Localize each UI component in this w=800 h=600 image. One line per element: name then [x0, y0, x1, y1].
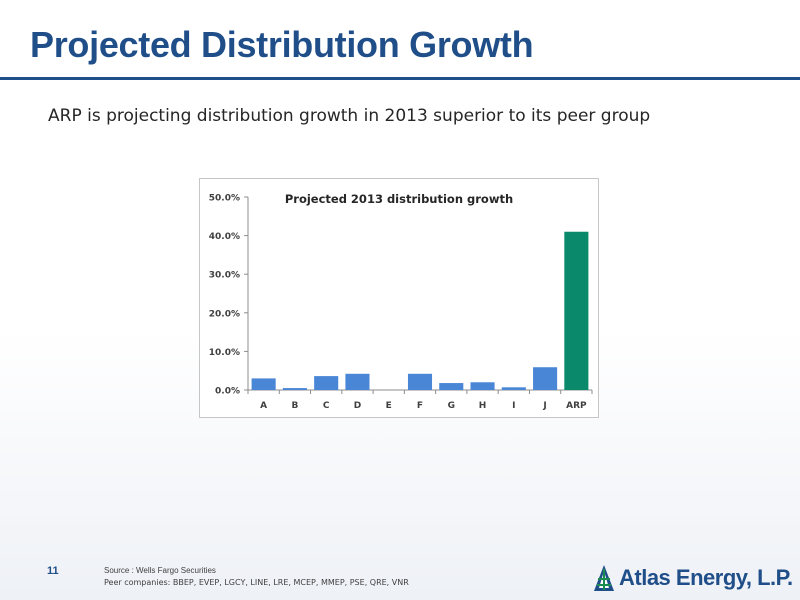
x-tick-label: ARP [566, 401, 587, 411]
y-tick-label: 20.0% [209, 309, 240, 319]
x-tick-label: J [542, 401, 546, 411]
bar-j [533, 367, 558, 390]
title-divider [0, 77, 800, 80]
bar-arp [564, 231, 589, 390]
bar-c [314, 376, 339, 390]
bar-h [470, 382, 495, 390]
chart-container: Projected 2013 distribution growth 0.0% 1… [199, 178, 599, 418]
x-tick-label: G [448, 401, 455, 411]
page-title: Projected Distribution Growth [30, 24, 534, 65]
x-tick-label: A [260, 401, 267, 411]
x-tick-label: E [386, 401, 392, 411]
bar-d [345, 373, 370, 390]
bar-g [439, 383, 464, 390]
x-tick-label: H [479, 401, 487, 411]
bar-chart: Projected 2013 distribution growth 0.0% 1… [209, 192, 593, 411]
bar-i [501, 387, 526, 390]
x-tick-label: D [354, 401, 361, 411]
chart-title: Projected 2013 distribution growth [285, 192, 513, 206]
y-tick-label: 30.0% [209, 271, 240, 281]
slide-subtitle: ARP is projecting distribution growth in… [48, 106, 651, 126]
x-tick-label: F [417, 401, 423, 411]
y-tick-label: 50.0% [209, 194, 240, 204]
oil-derrick-icon [594, 565, 614, 591]
page-number: 11 [47, 565, 59, 577]
company-logo: Atlas Energy, L.P. [592, 563, 793, 593]
peer-companies-note: Peer companies: BBEP, EVEP, LGCY, LINE, … [104, 578, 409, 587]
source-note: Source : Wells Fargo Securities [104, 566, 216, 575]
y-tick-label: 0.0% [215, 387, 240, 397]
y-tick-label: 40.0% [209, 232, 240, 242]
x-tick-label: C [323, 401, 330, 411]
bar-a [251, 378, 276, 390]
y-tick-label: 10.0% [209, 348, 240, 358]
bar-f [407, 373, 433, 390]
bar-b [282, 388, 307, 390]
logo-text: Atlas Energy, L.P. [619, 565, 793, 590]
x-tick-label: B [291, 401, 298, 411]
x-tick-label: I [512, 401, 515, 411]
